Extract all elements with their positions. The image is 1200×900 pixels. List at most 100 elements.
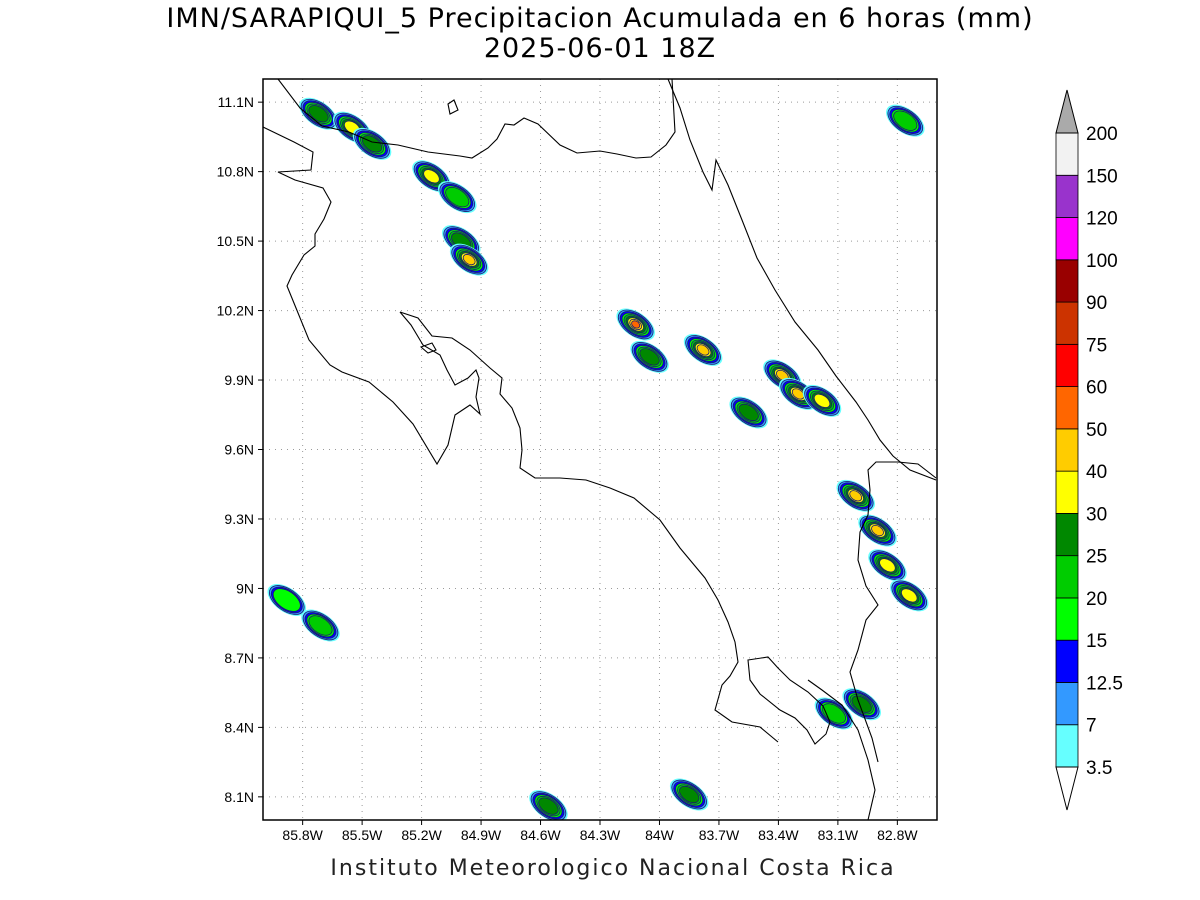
colorbar-min-triangle (1055, 766, 1079, 811)
precip-contour-level (538, 797, 559, 815)
lat-tick-label: 9.3N (224, 511, 254, 527)
lat-tick-label: 10.2N (217, 303, 254, 319)
gulf-of-nicoya-coast (399, 311, 779, 743)
precip-cell (616, 308, 655, 341)
colorbar-label: 150 (1086, 166, 1118, 187)
lat-tick-label: 8.4N (224, 719, 254, 735)
colorbar-segment (1055, 386, 1079, 430)
colorbar-label: 25 (1086, 547, 1107, 568)
colorbar-label: 40 (1086, 462, 1107, 483)
lon-tick-label: 82.8W (877, 827, 918, 843)
precip-cell (630, 340, 669, 373)
colorbar-segment (1055, 724, 1079, 768)
colorbar-segment (1055, 597, 1079, 641)
lake-nicaragua-shore (447, 99, 459, 115)
lon-tick-label: 84W (645, 827, 675, 843)
precip-contour-level (308, 105, 329, 123)
precip-contour-level (639, 348, 660, 366)
colorbar-label: 50 (1086, 420, 1107, 441)
colorbar-segment (1055, 259, 1079, 303)
precip-cell (842, 688, 881, 721)
colorbar-label: 120 (1086, 209, 1118, 230)
colorbar-segment (1055, 513, 1079, 557)
colorbar-label: 15 (1086, 631, 1107, 652)
precip-contour-level (901, 588, 918, 603)
precip-contour-level (308, 615, 333, 636)
colorbar-label: 60 (1086, 378, 1107, 399)
nicaragua-border (277, 79, 676, 159)
precip-cell (529, 790, 568, 820)
precip-contour-level (696, 344, 710, 356)
precip-cell (858, 514, 897, 547)
colorbar-segment (1055, 428, 1079, 472)
osa-peninsula (747, 656, 831, 745)
precip-cell (437, 181, 477, 214)
colorbar-label: 30 (1086, 504, 1107, 525)
map-title: IMN/SARAPIQUI_5 Precipitacion Acumulada … (166, 3, 1034, 34)
precip-cell (885, 104, 925, 137)
lon-tick-label: 84.9W (461, 827, 502, 843)
precip-contour-level (445, 186, 470, 208)
map-gridlines (263, 79, 937, 820)
precip-contour-level (631, 320, 641, 329)
precip-contour-level (879, 558, 896, 573)
lat-tick-label: 8.7N (224, 650, 254, 666)
lon-tick-label: 83.1W (818, 827, 859, 843)
precip-contour-level (813, 393, 831, 408)
precip-cell (669, 778, 709, 811)
precip-cell (352, 127, 392, 160)
lat-tick-label: 11.1N (218, 94, 254, 110)
colorbar-label: 12.5 (1086, 673, 1123, 694)
colorbar-label: 20 (1086, 589, 1107, 610)
precip-cell (299, 97, 338, 130)
precip-contour-level (851, 695, 872, 713)
lon-tick-label: 85.8W (282, 827, 323, 843)
lon-tick-label: 83.4W (758, 827, 799, 843)
colorbar-segment (1055, 470, 1079, 514)
precip-contour-level (871, 524, 884, 537)
coastline-and-borders (263, 79, 937, 820)
lat-tick-label: 10.5N (217, 233, 254, 249)
colorbar-segment (1055, 174, 1079, 218)
precip-contour-level (679, 785, 700, 804)
precip-cell (889, 579, 929, 612)
caribbean-coast (667, 79, 937, 481)
map-subtitle-datetime: 2025-06-01 18Z (483, 33, 717, 64)
lat-tick-label: 9.9N (224, 372, 254, 388)
map-axes: 85.8W 85.5W 85.2W 84.9W 84.6W 84.3W 84W 83.7W 83… (217, 94, 919, 843)
lat-tick-label: 10.8N (217, 164, 254, 180)
colorbar-segment (1055, 301, 1079, 345)
precip-cell (729, 396, 768, 429)
colorbar-label: 3.5 (1086, 758, 1112, 779)
colorbar: 3.5 7 12.5 15 20 25 30 40 50 60 75 90 100 120 150 200 (1055, 89, 1123, 811)
precip-cell (301, 609, 340, 642)
precip-contour-level (272, 588, 301, 612)
precip-contour-level (738, 403, 759, 422)
footer-credit: Instituto Meteorologico Nacional Costa R… (330, 856, 896, 881)
lat-tick-label: 8.1N (224, 789, 254, 805)
lon-tick-label: 83.7W (699, 827, 740, 843)
precip-cell (836, 479, 876, 512)
panama-border (849, 461, 937, 763)
colorbar-segment (1055, 682, 1079, 726)
golfo-dulce-east-coast (807, 679, 876, 820)
lon-tick-label: 85.2W (401, 827, 442, 843)
colorbar-segment (1055, 343, 1079, 388)
colorbar-label: 7 (1086, 716, 1097, 737)
colorbar-label: 200 (1086, 124, 1118, 145)
precip-contour-level (791, 388, 805, 400)
colorbar-max-triangle (1055, 89, 1079, 134)
precip-contour-level (423, 169, 440, 184)
colorbar-segment (1055, 217, 1079, 261)
precip-cell (267, 584, 307, 617)
colorbar-label: 100 (1086, 251, 1118, 272)
precipitation-field (267, 97, 929, 820)
precip-cell (802, 384, 842, 417)
lat-tick-label: 9N (236, 580, 254, 596)
pacific-coast-north (263, 126, 481, 466)
colorbar-label: 90 (1086, 293, 1107, 314)
lon-tick-label: 84.6W (520, 827, 561, 843)
isla-chira (419, 342, 437, 354)
precip-contour-level (849, 490, 863, 502)
